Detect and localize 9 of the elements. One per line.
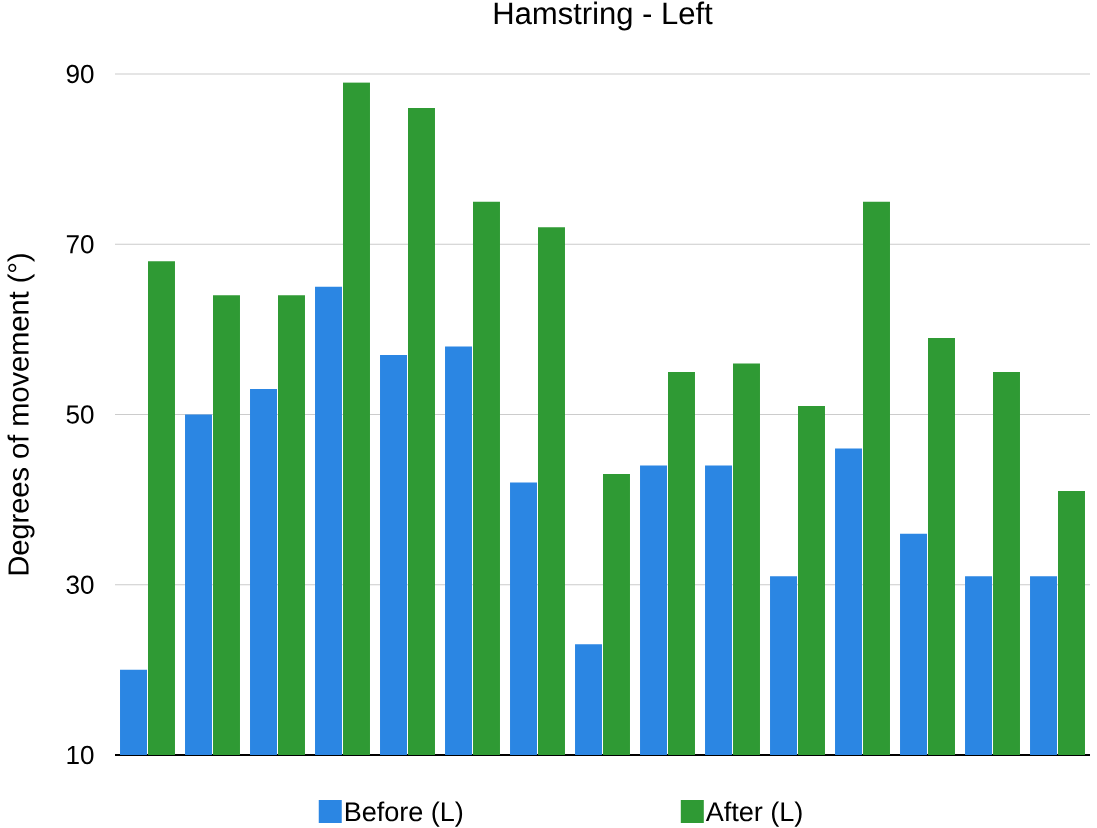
y-axis-title: Degrees of movement (°) xyxy=(7,254,35,575)
y-tick-label: 10 xyxy=(67,745,94,765)
y-tick-label: 90 xyxy=(66,64,94,84)
y-tick-label: 70 xyxy=(66,235,94,254)
y-tick-label: 30 xyxy=(66,575,94,594)
y-tick-label: 50 xyxy=(66,405,94,424)
chart-title: Hamstring - Left xyxy=(494,1,713,31)
legend-label: After (L) xyxy=(705,801,802,827)
legend-label: Before (L) xyxy=(345,801,463,827)
